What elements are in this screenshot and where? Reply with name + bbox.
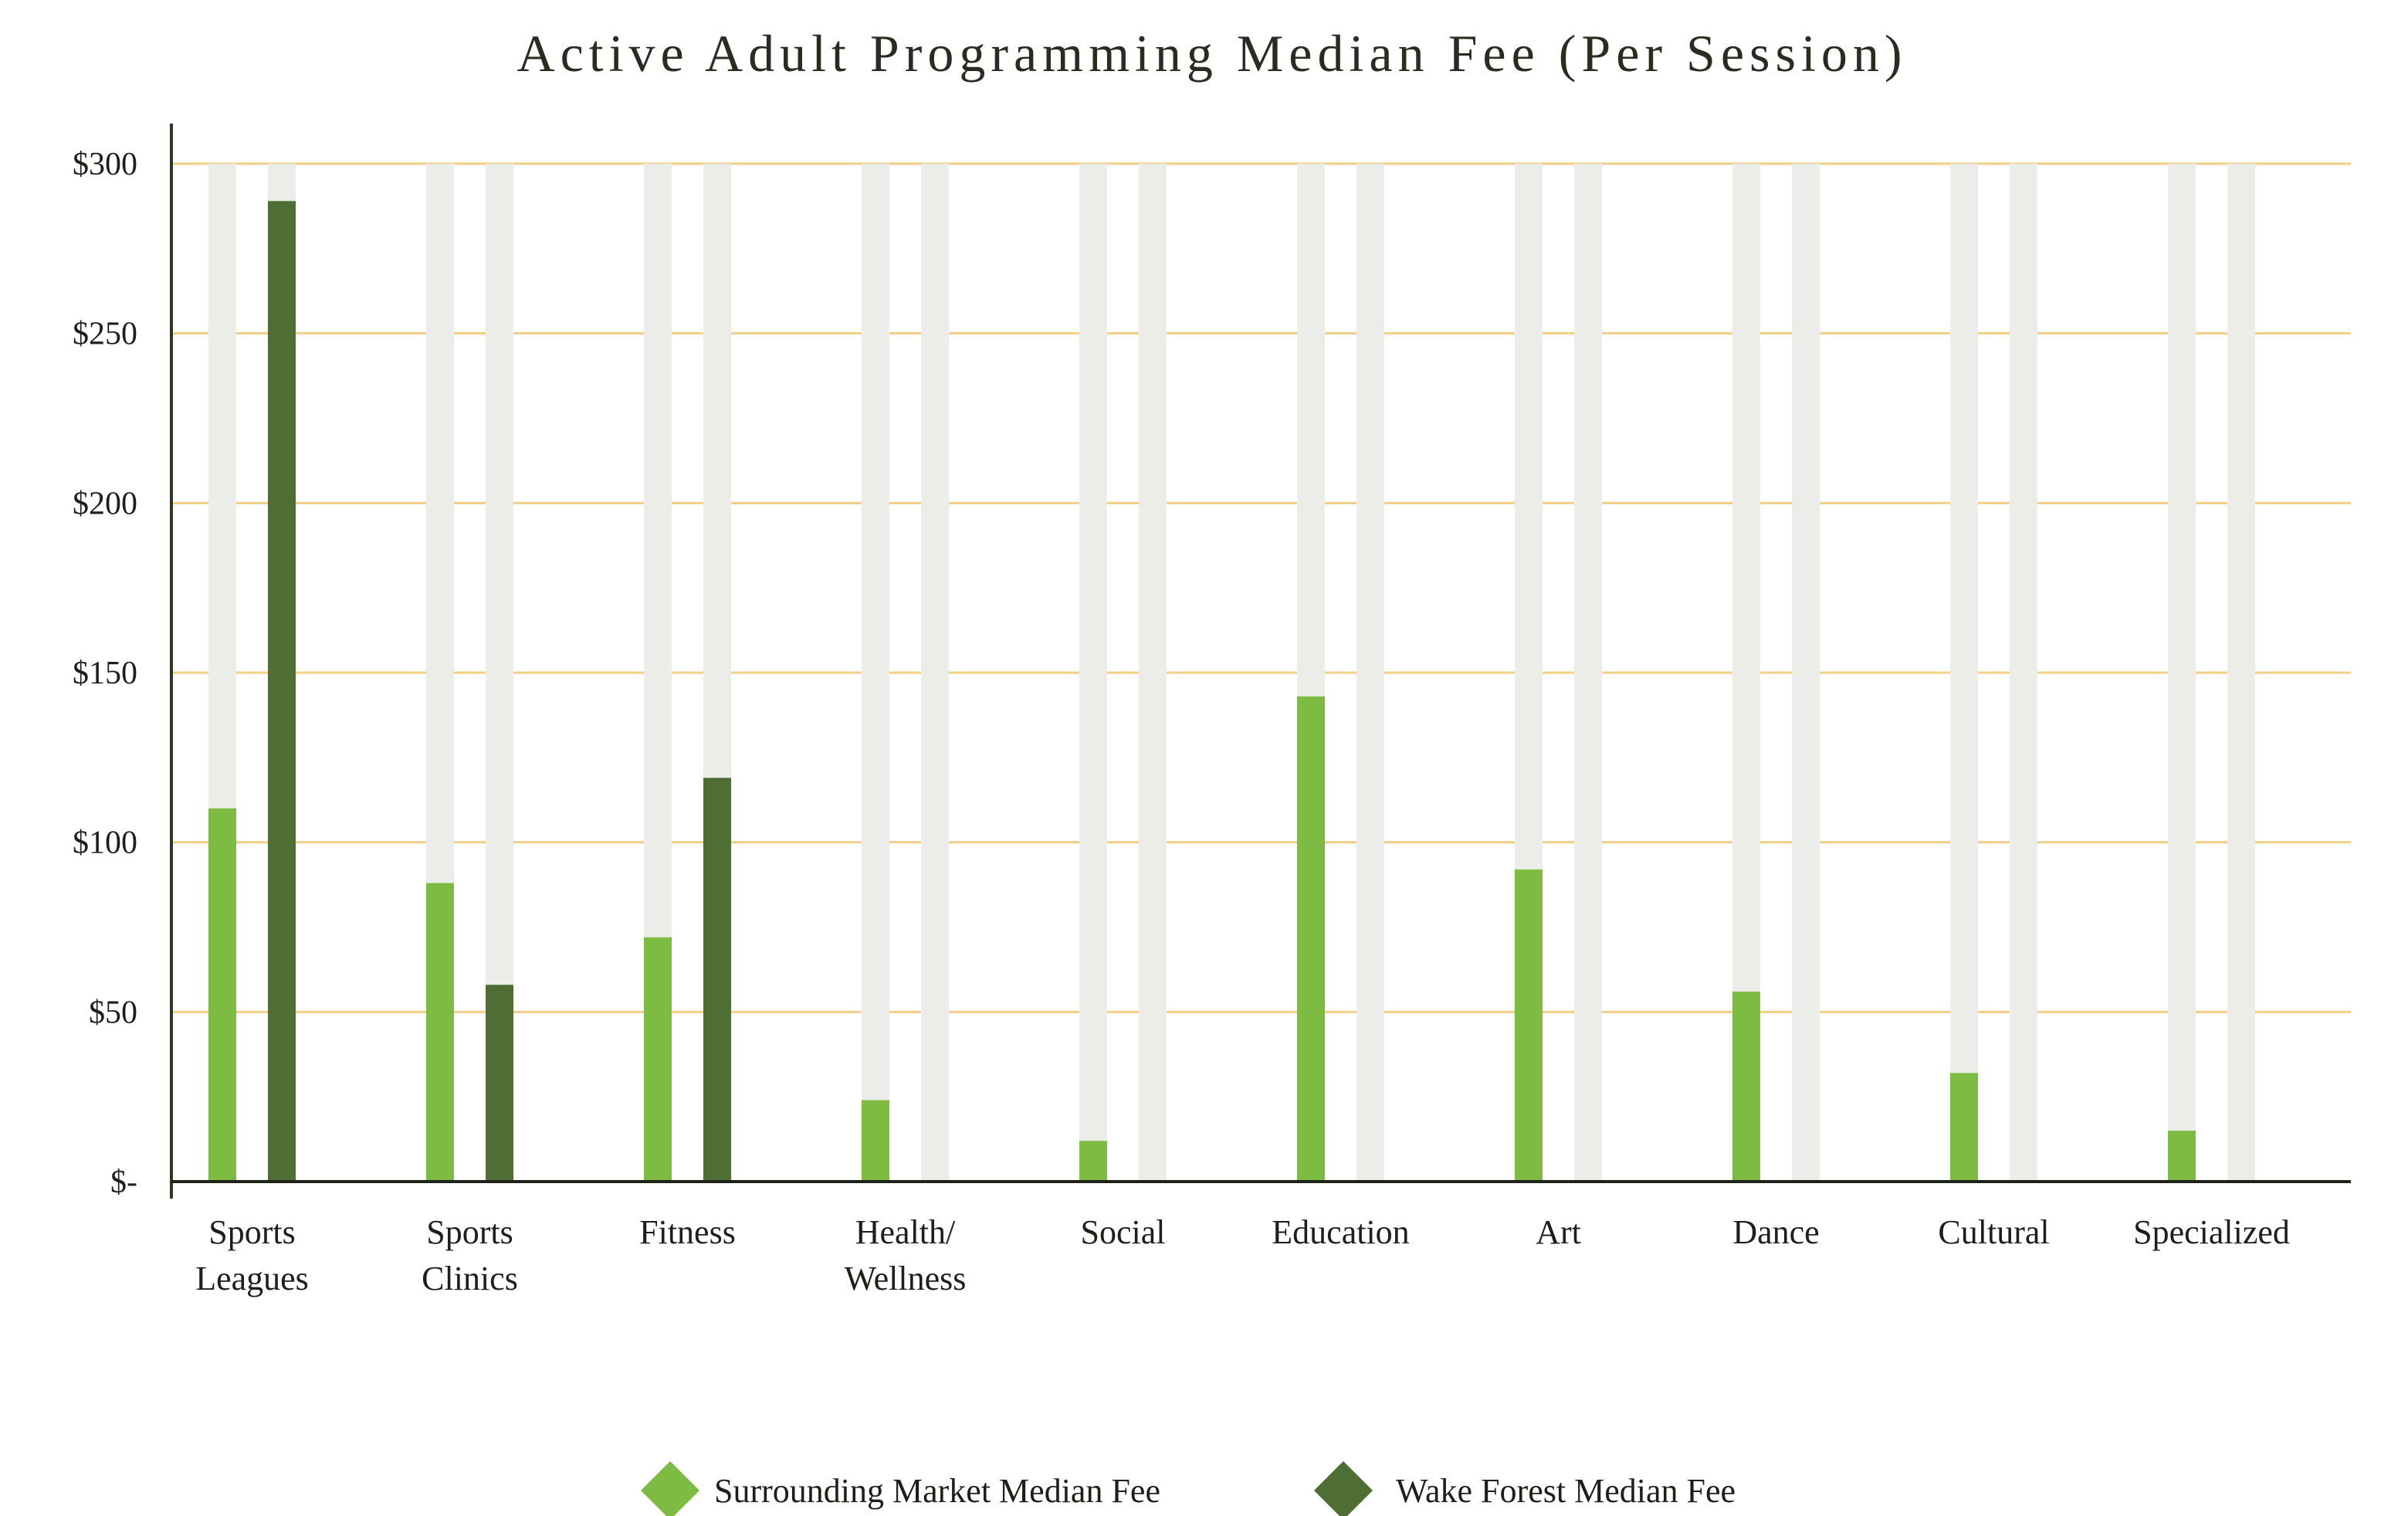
x-tick-label: Social	[1081, 1213, 1166, 1251]
bar-track	[2010, 164, 2037, 1182]
bar-track	[1356, 164, 1384, 1182]
bar-wake-forest	[268, 201, 296, 1182]
bar-surrounding	[1515, 869, 1543, 1182]
bar-surrounding	[1297, 696, 1325, 1182]
grid-layer	[171, 162, 2351, 1013]
x-tick-label: Specialized	[2133, 1213, 2290, 1251]
legend: Surrounding Market Median Fee Wake Forest…	[641, 1461, 1736, 1516]
legend-label: Wake Forest Median Fee	[1396, 1472, 1736, 1510]
y-tick-label: $-	[110, 1165, 137, 1200]
bar-track	[1950, 164, 1978, 1182]
bar-track	[1792, 164, 1820, 1182]
x-tick-label: Cultural	[1938, 1213, 2049, 1251]
bar-surrounding	[1950, 1073, 1978, 1182]
y-tick-label: $250	[73, 317, 137, 352]
bar-surrounding	[1079, 1141, 1107, 1182]
bar-track	[921, 164, 949, 1182]
bar-surrounding	[1732, 991, 1760, 1182]
bar-wake-forest	[703, 778, 731, 1182]
bar-surrounding	[208, 808, 236, 1182]
x-tick-label: Education	[1272, 1213, 1409, 1251]
x-tick-label: Sports Leagues	[195, 1213, 309, 1297]
chart-title: Active Adult Programming Median Fee (Per…	[516, 24, 1907, 83]
label-layer: $- $50 $100 $150 $200 $250 $300 Sports Leagues Sp…	[73, 147, 2290, 1297]
y-tick-label: $100	[73, 826, 137, 861]
bar-track	[1079, 164, 1107, 1182]
y-tick-label: $200	[73, 486, 137, 521]
bar-track	[2227, 164, 2255, 1182]
bar-wake-forest	[486, 985, 513, 1182]
bar-track	[1574, 164, 1602, 1182]
bar-layer	[208, 201, 2196, 1182]
x-tick-label: Dance	[1732, 1213, 1819, 1251]
y-tick-label: $50	[89, 995, 137, 1030]
x-tick-label: Fitness	[639, 1213, 736, 1251]
bar-track	[862, 164, 889, 1182]
legend-marker-surrounding	[641, 1461, 699, 1516]
bar-surrounding	[644, 937, 672, 1182]
bar-track	[2168, 164, 2196, 1182]
y-tick-label: $300	[73, 147, 137, 182]
legend-label: Surrounding Market Median Fee	[714, 1472, 1160, 1510]
bar-surrounding	[2168, 1131, 2196, 1182]
bar-surrounding	[862, 1100, 889, 1182]
x-tick-label: Sports Clinics	[422, 1213, 518, 1297]
y-tick-label: $150	[73, 656, 137, 691]
legend-marker-wake-forest	[1314, 1461, 1373, 1516]
bar-track	[1139, 164, 1167, 1182]
bar-surrounding	[426, 883, 454, 1182]
x-tick-label: Health/Wellness	[845, 1213, 967, 1297]
x-tick-label: Art	[1536, 1213, 1581, 1251]
axis-layer	[170, 124, 2351, 1199]
